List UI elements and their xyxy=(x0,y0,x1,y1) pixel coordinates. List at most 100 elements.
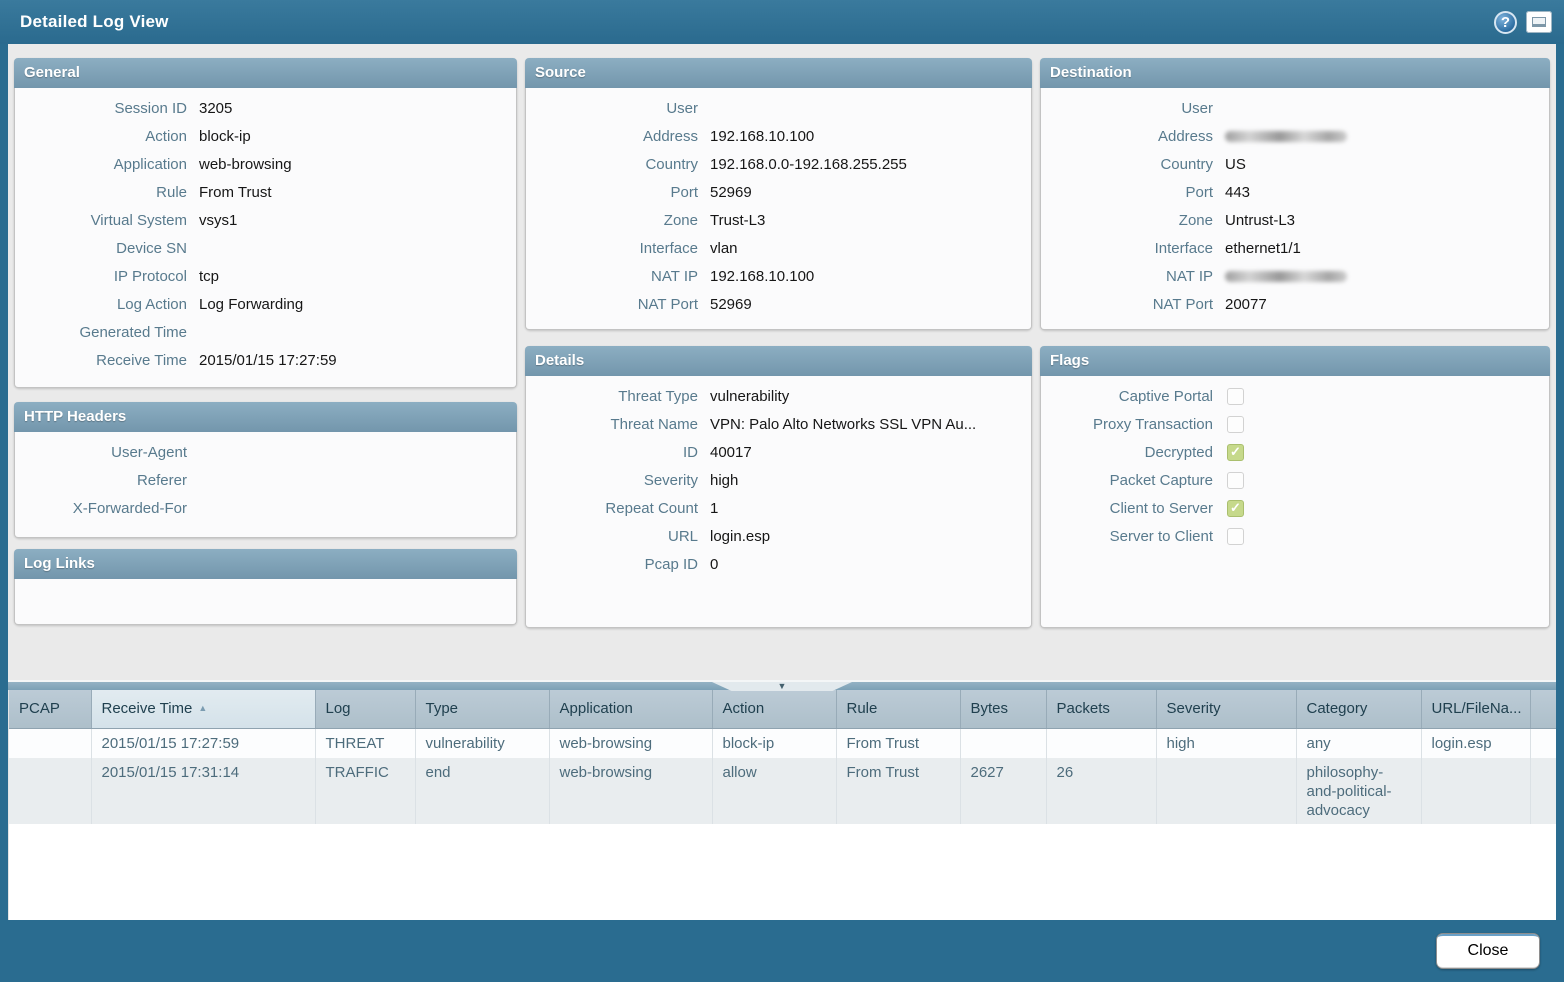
field-value: 20077 xyxy=(1225,295,1267,313)
table-row[interactable]: 2015/01/15 17:27:59 THREAT vulnerability we… xyxy=(9,728,1556,758)
field-row: User-Agent xyxy=(15,438,516,466)
column-header-url-filena-[interactable]: URL/FileNa... xyxy=(1421,690,1531,729)
column-header-log[interactable]: Log xyxy=(315,690,416,729)
field-label: ID xyxy=(683,443,698,461)
field-value: 52969 xyxy=(710,295,752,313)
field-label: NAT Port xyxy=(1152,295,1213,313)
table-cell xyxy=(1421,758,1531,824)
field-label: Threat Type xyxy=(618,387,698,405)
field-label: NAT IP xyxy=(651,267,698,285)
column-header-rule[interactable]: Rule xyxy=(836,690,961,729)
field-label: Threat Name xyxy=(610,415,698,433)
field-row: X-Forwarded-For xyxy=(15,494,516,522)
column-header-packets[interactable]: Packets xyxy=(1046,690,1157,729)
column-header-severity[interactable]: Severity xyxy=(1156,690,1297,729)
flag-label: Decrypted xyxy=(1144,443,1213,461)
field-value: 52969 xyxy=(710,183,752,201)
table-row[interactable]: 2015/01/15 17:31:14 TRAFFIC end web-browsin… xyxy=(9,758,1556,824)
flag-label: Server to Client xyxy=(1109,527,1213,545)
field-value: 40017 xyxy=(710,443,752,461)
http-headers-panel: HTTP Headers User-Agent Referer X-Forwarded… xyxy=(14,402,517,538)
field-label: Port xyxy=(670,183,698,201)
field-value: 192.168.10.100 xyxy=(710,267,815,285)
field-label: User xyxy=(1181,99,1213,117)
flag-checkbox[interactable] xyxy=(1227,471,1244,489)
restore-window-icon[interactable] xyxy=(1526,11,1552,33)
field-label: User xyxy=(666,99,698,117)
table-cell: login.esp xyxy=(1421,728,1531,758)
field-label: NAT Port xyxy=(637,295,698,313)
flag-checkbox[interactable] xyxy=(1227,415,1244,433)
field-row: Rule From Trust xyxy=(15,178,516,206)
field-row: Threat Type vulnerability xyxy=(526,382,1031,410)
field-row: Port 443 xyxy=(1041,178,1549,206)
field-label: X-Forwarded-For xyxy=(72,499,187,517)
help-icon[interactable]: ? xyxy=(1494,10,1517,34)
table-cell xyxy=(9,758,92,824)
flag-label: Captive Portal xyxy=(1118,387,1213,405)
field-label: NAT IP xyxy=(1166,267,1213,285)
title-bar: Detailed Log View ? xyxy=(0,0,1564,44)
table-cell: web-browsing xyxy=(549,758,713,824)
field-value: 3205 xyxy=(199,99,233,117)
field-value: block-ip xyxy=(199,127,251,145)
panel-title-general: General xyxy=(14,58,517,88)
panel-title-flags: Flags xyxy=(1040,346,1550,376)
flag-checkbox[interactable]: ✓ xyxy=(1227,499,1244,517)
destination-panel: Destination User Address Country US Port 443 Zo… xyxy=(1040,58,1550,330)
table-cell-filler xyxy=(1530,728,1556,758)
field-label: Interface xyxy=(1154,239,1213,257)
field-row: Referer xyxy=(15,466,516,494)
field-value: 443 xyxy=(1225,183,1251,201)
flags-panel: Flags Captive Portal Proxy Transaction Decr… xyxy=(1040,346,1550,628)
flag-checkbox[interactable]: ✓ xyxy=(1227,443,1244,461)
field-label: Zone xyxy=(1178,211,1213,229)
field-label: Country xyxy=(645,155,698,173)
field-row: Virtual System vsys1 xyxy=(15,206,516,234)
column-header-category[interactable]: Category xyxy=(1296,690,1422,729)
panel-body-flags: Captive Portal Proxy Transaction Decrypted… xyxy=(1040,376,1550,628)
field-value: 192.168.0.0-192.168.255.255 xyxy=(710,155,907,173)
field-label: IP Protocol xyxy=(113,267,187,285)
field-row: NAT Port 52969 xyxy=(526,290,1031,318)
column-header-receive-time[interactable]: Receive Time ▲ xyxy=(91,690,316,729)
field-label: Port xyxy=(1185,183,1213,201)
panel-splitter: ▼ xyxy=(8,680,1556,691)
field-row: Device SN xyxy=(15,234,516,262)
field-value: login.esp xyxy=(710,527,771,545)
panel-column-1: General Session ID 3205 Action block-ip Appli… xyxy=(14,58,517,680)
column-header-pcap[interactable]: PCAP xyxy=(9,690,92,729)
field-label: Virtual System xyxy=(90,211,187,229)
field-label: Pcap ID xyxy=(644,555,698,573)
table-cell: From Trust xyxy=(836,758,961,824)
field-value: 2015/01/15 17:27:59 xyxy=(199,351,337,369)
column-header-type[interactable]: Type xyxy=(415,690,550,729)
table-cell xyxy=(1156,758,1297,824)
field-label: Repeat Count xyxy=(605,499,698,517)
field-value: 0 xyxy=(710,555,719,573)
log-links-panel: Log Links xyxy=(14,549,517,625)
field-row: Address 192.168.10.100 xyxy=(526,122,1031,150)
field-label: Action xyxy=(145,127,187,145)
field-value: 192.168.10.100 xyxy=(710,127,815,145)
window-glyph xyxy=(1532,17,1546,27)
field-value: 1 xyxy=(710,499,719,517)
column-header-bytes[interactable]: Bytes xyxy=(960,690,1047,729)
titlebar-icons: ? xyxy=(1494,10,1552,34)
flag-checkbox[interactable] xyxy=(1227,527,1244,545)
field-label: Generated Time xyxy=(79,323,187,341)
flag-checkbox[interactable] xyxy=(1227,387,1244,405)
field-row: NAT IP xyxy=(1041,262,1549,290)
column-header-filler xyxy=(1530,690,1556,729)
table-cell: philosophy-and-political-advocacy xyxy=(1296,758,1422,824)
field-label: Interface xyxy=(639,239,698,257)
column-header-application[interactable]: Application xyxy=(549,690,713,729)
column-header-action[interactable]: Action xyxy=(712,690,837,729)
field-row: Repeat Count 1 xyxy=(526,494,1031,522)
splitter-collapse-handle[interactable]: ▼ xyxy=(712,682,852,691)
close-button[interactable]: Close xyxy=(1436,933,1540,969)
panel-title-destination: Destination xyxy=(1040,58,1550,88)
field-row: Application web-browsing xyxy=(15,150,516,178)
flag-row: Captive Portal xyxy=(1041,382,1549,410)
